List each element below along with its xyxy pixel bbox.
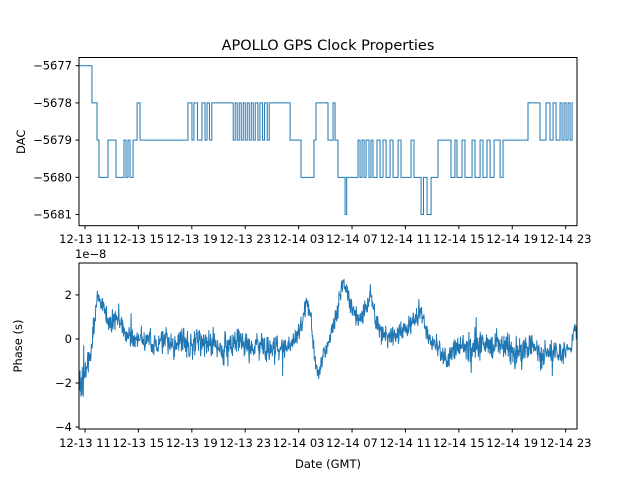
y-tick-label: −4 bbox=[55, 420, 72, 434]
x-tick-label: 12-13 11 bbox=[59, 232, 111, 246]
y-tick-label: 0 bbox=[65, 332, 72, 346]
x-tick-label: 12-13 23 bbox=[219, 232, 271, 246]
x-tick-label: 12-14 23 bbox=[540, 436, 592, 450]
top-plot-content: 12-13 11 12-13 15 12-13 19 12-13 23 12-14 03… bbox=[33, 59, 591, 246]
y-tick-label: −5680 bbox=[33, 170, 72, 184]
x-tick-label: 12-14 23 bbox=[540, 232, 592, 246]
chart-title: APOLLO GPS Clock Properties bbox=[222, 38, 435, 54]
x-tick-label: 12-14 15 bbox=[433, 436, 485, 450]
top-plot: 12-13 11 12-13 15 12-13 19 12-13 23 12-14 03… bbox=[14, 57, 592, 246]
x-tick-label: 12-14 03 bbox=[273, 232, 325, 246]
bottom-plot: 12-13 11 12-13 15 12-13 19 12-13 23 12-14 03… bbox=[11, 247, 592, 471]
x-tick-label: 12-13 11 bbox=[59, 436, 111, 450]
y-axis-offset-text: 1e−8 bbox=[75, 247, 106, 261]
y-tick-label: −5678 bbox=[33, 96, 72, 110]
x-tick-label: 12-14 11 bbox=[380, 436, 432, 450]
bottom-plot-area bbox=[78, 262, 578, 430]
y-tick-label: 2 bbox=[65, 288, 72, 302]
y-tick-label: −2 bbox=[55, 376, 72, 390]
x-tick-label: 12-13 19 bbox=[166, 436, 218, 450]
x-tick-label: 12-13 15 bbox=[113, 232, 165, 246]
bottom-y-axis-label: Phase (s) bbox=[11, 320, 25, 373]
dac-series-line bbox=[79, 65, 573, 216]
y-tick-label: −5677 bbox=[33, 59, 72, 73]
bottom-plot-content: 12-13 11 12-13 15 12-13 19 12-13 23 12-14 03… bbox=[55, 278, 592, 450]
y-tick-label: −5679 bbox=[33, 133, 72, 147]
x-tick-label: 12-14 03 bbox=[273, 436, 325, 450]
x-tick-label: 12-14 07 bbox=[326, 436, 378, 450]
phase-series-line bbox=[78, 278, 578, 397]
top-y-axis-label: DAC bbox=[14, 130, 28, 154]
top-plot-area bbox=[78, 57, 578, 227]
y-tick-label: −5681 bbox=[33, 208, 72, 222]
x-axis-label: Date (GMT) bbox=[295, 457, 361, 471]
x-tick-label: 12-13 23 bbox=[219, 436, 271, 450]
x-tick-label: 12-14 15 bbox=[433, 232, 485, 246]
x-tick-label: 12-14 11 bbox=[380, 232, 432, 246]
x-tick-label: 12-13 15 bbox=[113, 436, 165, 450]
x-tick-label: 12-14 19 bbox=[486, 436, 538, 450]
x-tick-label: 12-14 19 bbox=[486, 232, 538, 246]
x-tick-label: 12-13 19 bbox=[166, 232, 218, 246]
x-tick-label: 12-14 07 bbox=[326, 232, 378, 246]
